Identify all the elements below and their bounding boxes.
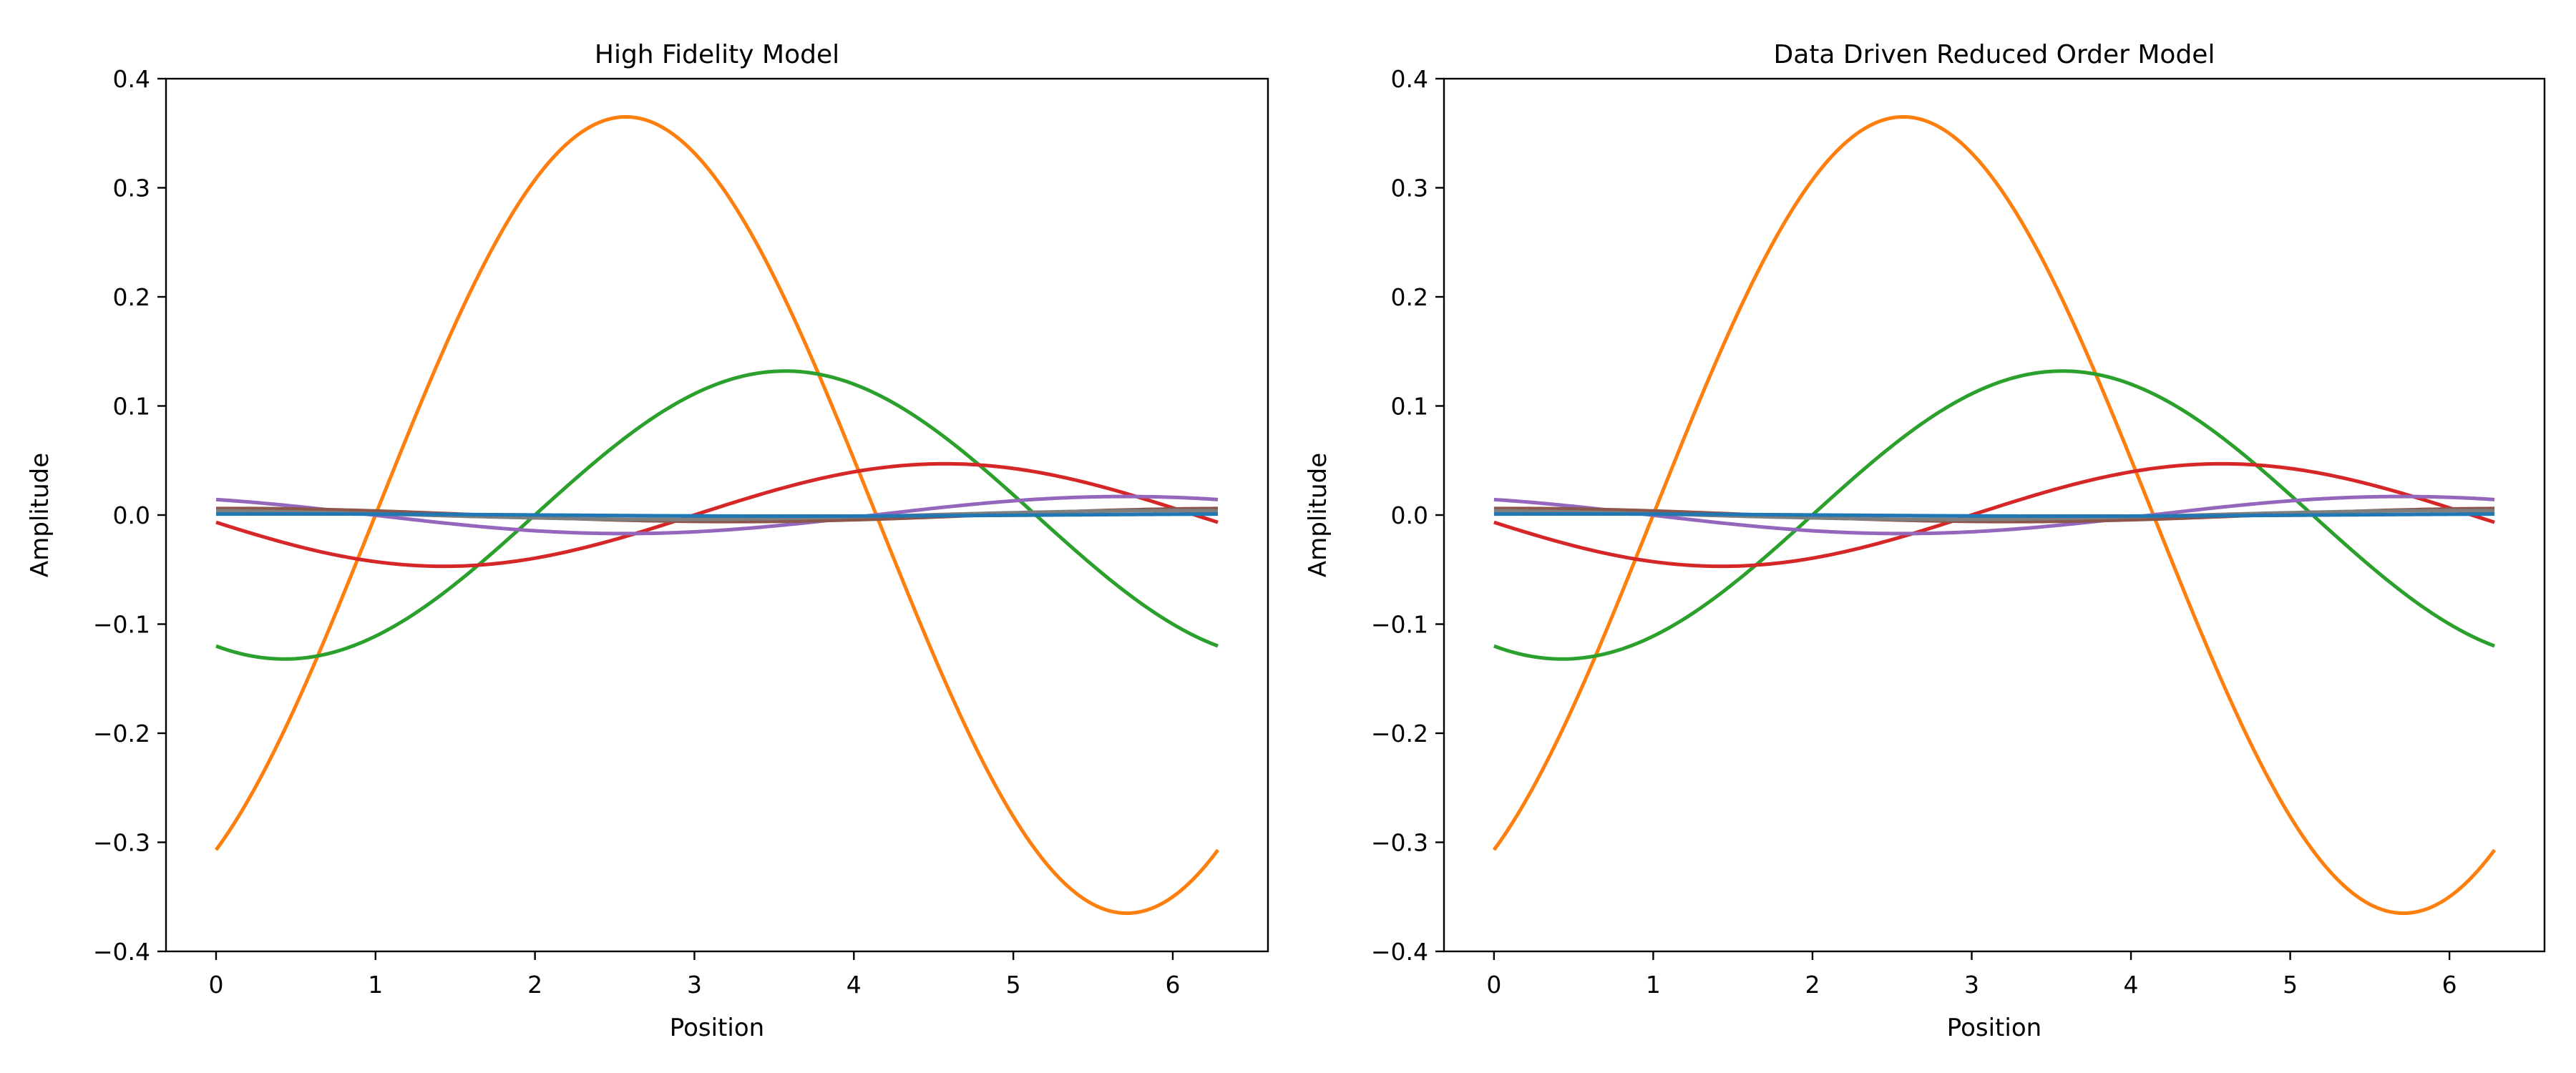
y-tick-label: −0.3 — [93, 829, 150, 857]
x-tick-label: 1 — [1646, 971, 1661, 999]
y-tick-label: −0.1 — [1371, 611, 1428, 639]
x-tick-label: 1 — [368, 971, 383, 999]
series-line-2 — [215, 461, 1219, 569]
x-tick-label: 0 — [208, 971, 223, 999]
chart-title: Data Driven Reduced Order Model — [1774, 40, 2215, 69]
plot-area — [1492, 114, 2497, 916]
series-line-0 — [214, 114, 1220, 916]
subplot-reduced-order: Data Driven Reduced Order Model Position… — [1304, 40, 2546, 1042]
x-tick-label: 4 — [847, 971, 862, 999]
y-axis-label: Amplitude — [1304, 453, 1332, 577]
x-tick-label: 3 — [687, 971, 702, 999]
y-tick-label: 0.2 — [113, 283, 150, 311]
x-tick-label: 3 — [1964, 971, 1979, 999]
plot-area — [214, 114, 1220, 916]
subplot-high-fidelity: High Fidelity Model Position Amplitude 0… — [26, 40, 1269, 1042]
x-tick-label: 2 — [527, 971, 542, 999]
x-tick-label: 2 — [1805, 971, 1820, 999]
y-tick-label: 0.3 — [1391, 175, 1428, 202]
y-tick-label: 0.0 — [1391, 501, 1428, 529]
x-tick-label: 5 — [1006, 971, 1021, 999]
series-line-3 — [215, 494, 1219, 536]
series-line-3 — [1493, 494, 2495, 536]
y-tick-label: −0.2 — [1371, 720, 1428, 748]
y-tick-label: 0.2 — [1391, 283, 1428, 311]
y-tick-label: −0.4 — [1371, 938, 1428, 966]
series-line-0 — [1492, 114, 2497, 916]
x-tick-label: 5 — [2283, 971, 2298, 999]
x-tick-label: 0 — [1486, 971, 1501, 999]
x-axis-label: Position — [1947, 1014, 2041, 1042]
x-tick-label: 6 — [2442, 971, 2457, 999]
y-tick-label: 0.3 — [113, 175, 150, 202]
y-tick-label: 0.0 — [113, 501, 150, 529]
y-tick-label: 0.1 — [1391, 393, 1428, 421]
x-axis-label: Position — [670, 1014, 764, 1042]
series-line-1 — [215, 369, 1219, 661]
x-tick-label: 6 — [1165, 971, 1180, 999]
y-tick-label: −0.3 — [1371, 829, 1428, 857]
series-line-1 — [1493, 369, 2496, 661]
series-line-6 — [1493, 511, 2495, 519]
chart-title: High Fidelity Model — [595, 40, 839, 69]
y-tick-label: −0.2 — [93, 720, 150, 748]
y-tick-label: 0.4 — [1391, 65, 1428, 93]
y-tick-label: 0.1 — [113, 393, 150, 421]
x-tick-label: 4 — [2124, 971, 2139, 999]
series-line-6 — [215, 511, 1219, 519]
y-tick-label: −0.1 — [93, 611, 150, 639]
y-tick-label: −0.4 — [93, 938, 150, 966]
series-line-2 — [1493, 461, 2495, 569]
y-tick-label: 0.4 — [113, 65, 150, 93]
y-axis-label: Amplitude — [26, 453, 54, 577]
